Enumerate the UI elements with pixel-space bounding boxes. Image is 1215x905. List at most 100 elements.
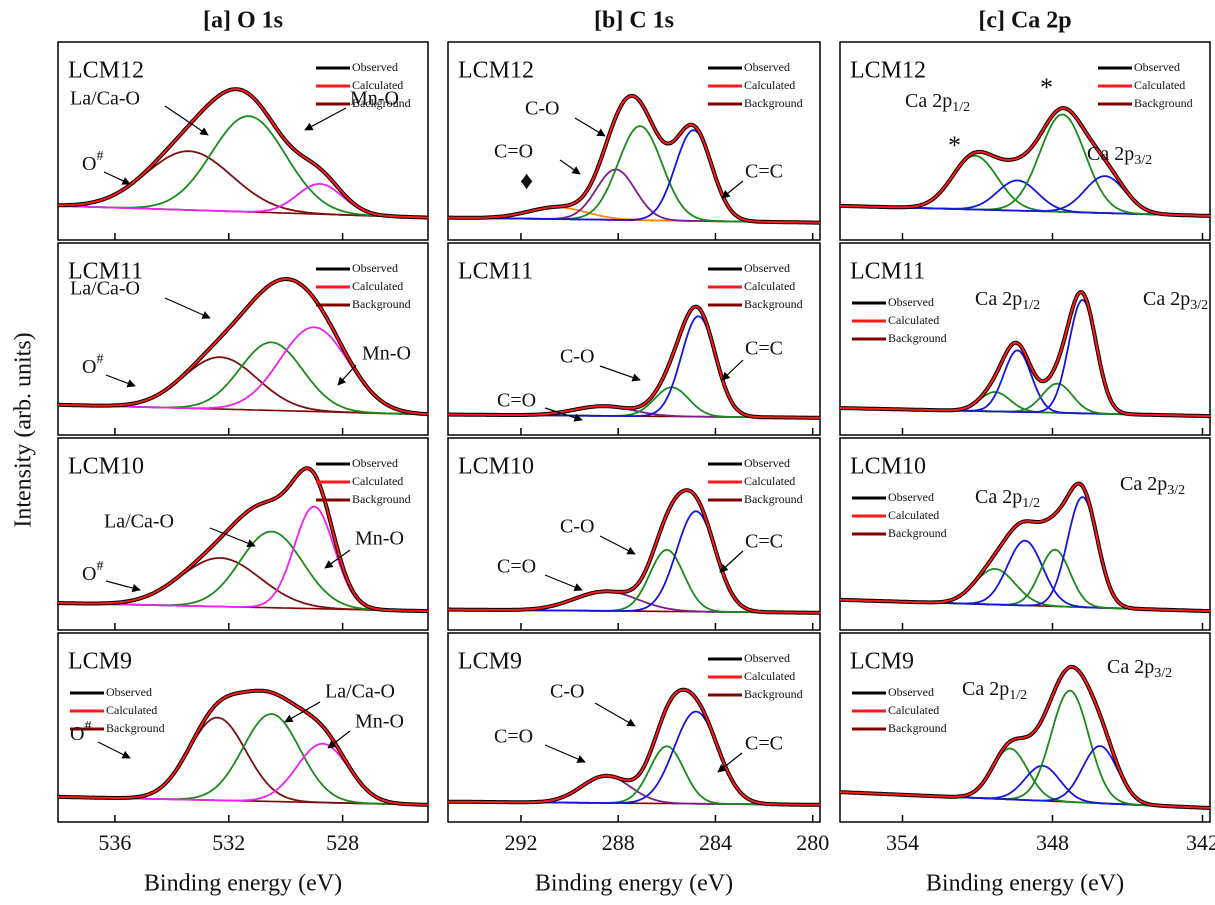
panel-label: LCM12 [850, 58, 926, 84]
legend-label: Background [106, 721, 165, 735]
legend-label: Background [352, 492, 411, 506]
legend-label: Calculated [888, 703, 939, 717]
annotation: C-O [560, 346, 594, 368]
annotation-text: Ca 2p [1120, 473, 1167, 495]
annotation-arrow [164, 297, 211, 319]
annotation-sup: # [96, 149, 103, 164]
component-peak [839, 764, 1211, 809]
annotation: La/Ca-O [325, 681, 395, 703]
panel: LCM9 Observed Calculated Background O# La/Ca-… [57, 632, 429, 823]
annotation: O# [82, 149, 103, 174]
annotation-arrow [337, 364, 357, 386]
annotation-arrow [719, 550, 744, 573]
panel-label: LCM10 [458, 454, 534, 480]
annotation-arrow [164, 105, 209, 136]
component-peak [839, 349, 1210, 417]
legend-label: Observed [744, 60, 790, 74]
annotation-arrow [594, 702, 636, 727]
annotation: C=O [497, 556, 536, 578]
x-axis-label: Binding energy (eV) [144, 871, 342, 897]
annotation-sub: 3/2 [1190, 298, 1208, 313]
annotation-arrow [327, 730, 351, 749]
annotation: O# [82, 559, 103, 584]
component-peak [57, 115, 428, 219]
x-tick-label: 288 [602, 830, 635, 855]
legend-label: Observed [888, 295, 934, 309]
annotation-arrow [105, 580, 141, 593]
annotation-arrow [105, 374, 136, 388]
legend-label: Observed [352, 261, 398, 275]
component-peak [58, 326, 429, 416]
legend-label: Background [1134, 96, 1193, 110]
legend-label: Calculated [744, 669, 795, 683]
annotation: Ca 2p3/2 [1120, 473, 1185, 499]
legend-label: Calculated [744, 78, 795, 92]
legend-label: Observed [352, 60, 398, 74]
panel-frame [447, 242, 821, 436]
legend-label: Calculated [352, 474, 403, 488]
legend-label: Calculated [744, 474, 795, 488]
annotation-text: Ca 2p [975, 486, 1022, 508]
panel-label: LCM11 [458, 259, 533, 285]
annotation: Mn-O [350, 88, 399, 110]
annotation: C-O [560, 516, 594, 538]
panel-label: LCM11 [68, 259, 143, 285]
annotation: La/Ca-O [104, 511, 174, 533]
annotation: C=C [745, 733, 783, 755]
x-tick-label: 348 [1036, 830, 1069, 855]
panel: LCM12 Observed Calculated Background ♦ C=O C-O… [447, 41, 821, 241]
annotation: Ca 2p1/2 [975, 288, 1040, 314]
annotation-text: O [82, 563, 96, 585]
panel-label: LCM10 [850, 454, 926, 480]
panel: LCM12 Observed Calculated Background * * Ca 2p… [839, 41, 1211, 241]
annotation-sub: 1/2 [952, 100, 970, 115]
annotation: * [948, 131, 961, 160]
annotation-text: Ca 2p [1143, 288, 1190, 310]
panel-label: LCM12 [458, 58, 534, 84]
calculated-curve [447, 688, 820, 806]
panel-frame [447, 437, 821, 631]
annotation: Ca 2p3/2 [1143, 288, 1208, 314]
annotation-text: O [70, 723, 84, 745]
annotation: Ca 2p1/2 [962, 678, 1027, 704]
legend-label: Background [352, 96, 411, 110]
legend-label: Observed [888, 490, 934, 504]
legend-label: Background [888, 721, 947, 735]
panel-label: LCM9 [850, 649, 914, 675]
annotation-arrow [324, 549, 351, 569]
panel: LCM11 Observed Calculated Background La/Ca-O… [57, 242, 429, 436]
legend-label: Background [744, 96, 803, 110]
calculated-curve [839, 107, 1210, 217]
panel: LCM11 Observed Calculated Background C=O C-O C… [447, 242, 821, 436]
annotation: C=C [745, 531, 783, 553]
panel-frame [839, 242, 1211, 436]
panel-label: LCM9 [458, 649, 522, 675]
legend-label: Observed [744, 456, 790, 470]
calculated-curve [57, 467, 428, 613]
calculated-curve [839, 291, 1210, 418]
legend-label: Background [744, 297, 803, 311]
annotation-arrow [103, 171, 131, 185]
annotation: Ca 2p3/2 [1107, 656, 1172, 682]
annotation-sup: # [84, 719, 91, 734]
annotation: C-O [525, 98, 559, 120]
legend-label: Calculated [888, 313, 939, 327]
annotation-sub: 3/2 [1134, 153, 1152, 168]
legend-label: Background [888, 331, 947, 345]
legend-label: Background [744, 687, 803, 701]
annotation: C-O [550, 681, 584, 703]
annotation: * [1040, 73, 1053, 102]
x-axis-label: Binding energy (eV) [535, 871, 733, 897]
annotation: Ca 2p3/2 [1087, 143, 1152, 169]
annotation-arrow [544, 574, 583, 592]
annotation-sub: 1/2 [1009, 688, 1027, 703]
annotation-arrow [544, 744, 586, 763]
legend-label: Calculated [352, 279, 403, 293]
annotation-arrow [304, 107, 347, 131]
annotation-sup: # [96, 352, 103, 367]
component-peak [839, 113, 1210, 217]
